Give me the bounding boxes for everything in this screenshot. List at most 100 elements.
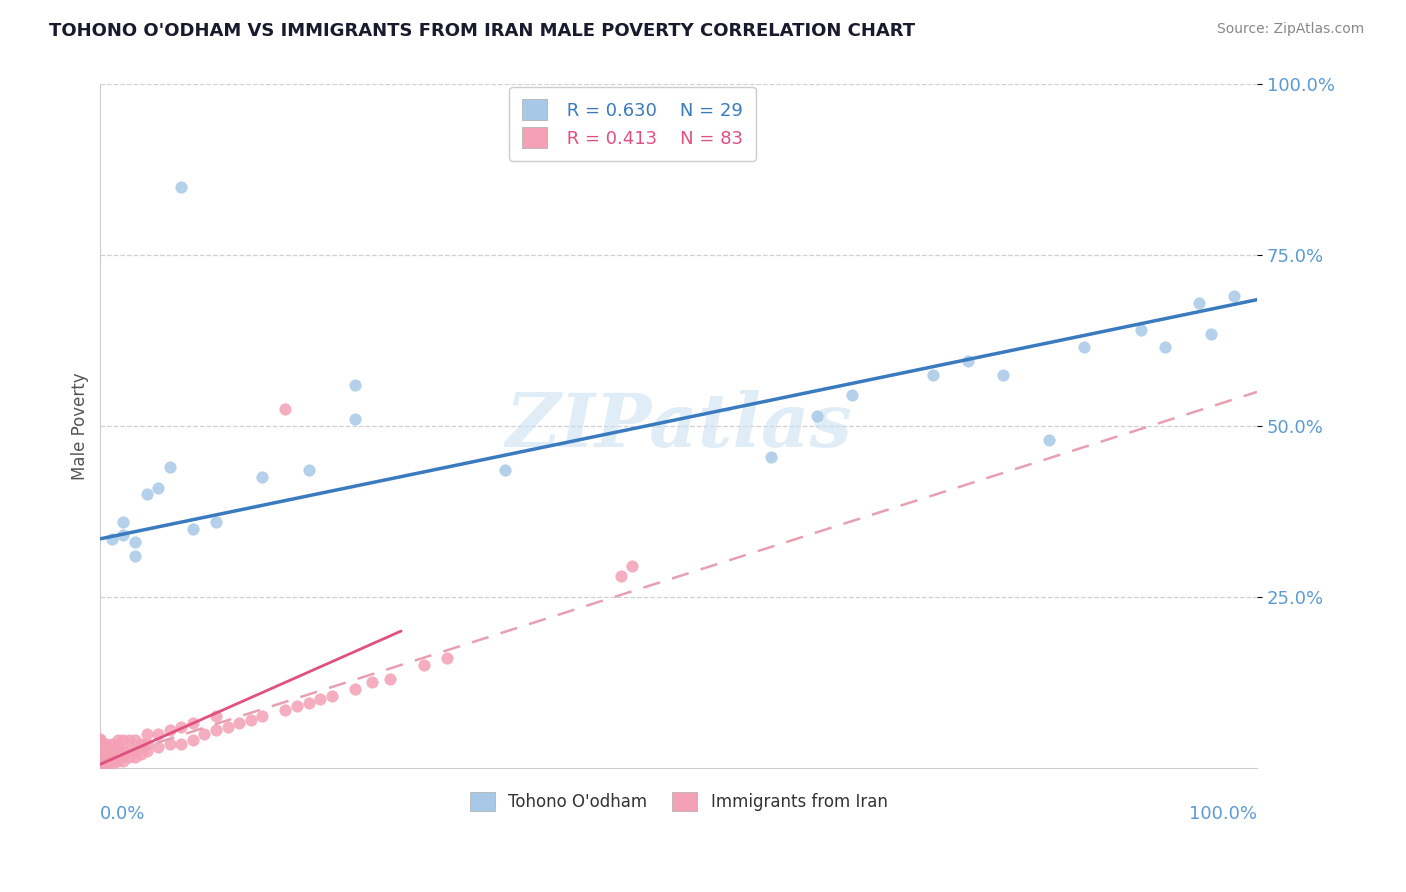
Point [107,747,129,761]
Point [361,675,384,690]
Y-axis label: Male Poverty: Male Poverty [72,372,89,480]
Point [309,692,332,706]
Point [1130,323,1153,337]
Point [107,740,129,755]
Point [89,747,111,761]
Point [239,713,262,727]
Point [228,716,250,731]
Point [170,180,193,194]
Text: Source: ZipAtlas.com: Source: ZipAtlas.com [1216,22,1364,37]
Point [89,761,111,775]
Point [806,409,828,423]
Point [94,750,117,764]
Point [343,682,366,697]
Text: ZIPatlas: ZIPatlas [505,390,852,462]
Point [124,549,146,563]
Point [89,757,111,772]
Point [94,747,117,761]
Point [378,672,401,686]
Point [1223,289,1246,303]
Point [94,761,117,775]
Point [89,746,111,760]
Point [1188,296,1211,310]
Point [159,723,181,738]
Point [297,463,319,477]
Point [107,750,129,764]
Point [94,754,117,768]
Point [621,559,644,574]
Point [610,569,633,583]
Point [135,737,157,751]
Point [124,733,146,747]
Point [1038,433,1060,447]
Point [101,757,124,772]
Point [107,733,129,747]
Point [89,754,111,768]
Point [841,388,863,402]
Point [321,689,343,703]
Point [101,747,124,761]
Point [94,737,117,751]
Point [297,696,319,710]
Point [274,402,297,417]
Point [94,757,117,772]
Point [922,368,945,382]
Point [1199,326,1222,341]
Point [112,748,135,763]
Point [118,750,141,764]
Point [89,740,111,755]
Point [89,733,111,747]
Point [135,744,157,758]
Point [436,651,458,665]
Point [252,709,274,723]
Point [89,737,111,751]
Point [494,463,516,477]
Text: 0.0%: 0.0% [100,805,146,823]
Point [101,754,124,768]
Point [205,515,228,529]
Legend: Tohono O'odham, Immigrants from Iran: Tohono O'odham, Immigrants from Iran [463,785,894,817]
Point [129,737,152,751]
Point [956,354,979,368]
Point [252,470,274,484]
Point [94,740,117,755]
Point [205,709,228,723]
Point [89,735,111,749]
Point [89,744,111,758]
Point [101,532,124,546]
Point [89,761,111,775]
Point [118,733,141,747]
Point [1153,341,1175,355]
Point [193,726,215,740]
Point [181,716,204,731]
Point [1073,341,1095,355]
Point [217,720,239,734]
Point [148,481,170,495]
Point [89,756,111,770]
Point [101,737,124,751]
Point [101,750,124,764]
Point [89,741,111,756]
Point [107,754,129,768]
Point [991,368,1014,382]
Point [170,737,193,751]
Point [181,522,204,536]
Point [148,740,170,755]
Point [413,658,436,673]
Point [170,720,193,734]
Point [89,752,111,766]
Point [274,703,297,717]
Text: TOHONO O'ODHAM VS IMMIGRANTS FROM IRAN MALE POVERTY CORRELATION CHART: TOHONO O'ODHAM VS IMMIGRANTS FROM IRAN M… [49,22,915,40]
Point [285,699,308,714]
Point [112,744,135,758]
Point [89,750,111,764]
Point [124,535,146,549]
Point [89,739,111,753]
Point [135,487,157,501]
Point [89,757,111,772]
Point [343,412,366,426]
Point [761,450,783,464]
Point [159,737,181,751]
Point [343,378,366,392]
Text: 100.0%: 100.0% [1189,805,1257,823]
